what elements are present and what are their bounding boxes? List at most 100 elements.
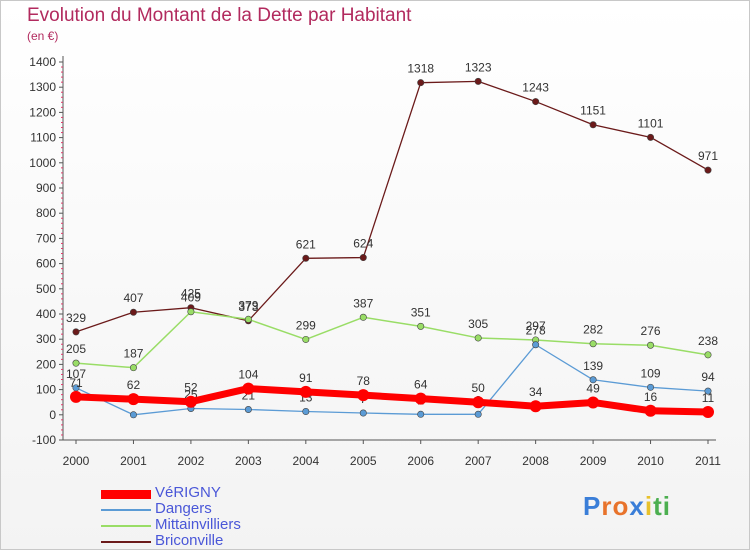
data-label: 52 xyxy=(184,381,198,395)
legend-swatch xyxy=(101,541,151,543)
data-point xyxy=(702,406,714,419)
legend-label: Dangers xyxy=(155,500,212,517)
x-tick-label: 2005 xyxy=(350,454,377,468)
data-point xyxy=(417,322,425,330)
data-label: 1243 xyxy=(522,81,549,95)
logo-letter: i xyxy=(662,491,671,521)
data-label: 1318 xyxy=(407,62,434,76)
x-tick-label: 2003 xyxy=(235,454,262,468)
x-tick-label: 2002 xyxy=(178,454,205,468)
chart-unit: (en €) xyxy=(27,29,59,43)
y-tick-label: 500 xyxy=(36,282,56,296)
data-point xyxy=(417,410,425,418)
data-point xyxy=(299,385,312,398)
data-point xyxy=(532,341,540,349)
data-point xyxy=(70,390,82,403)
y-tick-label: 600 xyxy=(36,257,56,271)
data-label: 329 xyxy=(66,311,86,325)
data-label: 299 xyxy=(296,318,316,332)
legend-swatch xyxy=(101,489,151,499)
data-label: 34 xyxy=(529,385,543,399)
data-label: 387 xyxy=(353,296,373,310)
logo-letter: P xyxy=(583,491,602,521)
data-point xyxy=(589,376,597,384)
data-point xyxy=(472,396,485,409)
data-label: 16 xyxy=(644,390,658,404)
data-label: 104 xyxy=(238,368,258,382)
data-point xyxy=(72,328,80,336)
y-tick-label: 800 xyxy=(36,206,56,220)
x-tick-label: 2004 xyxy=(292,454,319,468)
data-label: 379 xyxy=(238,298,258,312)
logo-letter: x xyxy=(629,491,645,521)
data-point xyxy=(359,409,367,417)
y-tick-label: 200 xyxy=(36,357,56,371)
data-label: 11 xyxy=(702,391,715,405)
data-point xyxy=(129,308,137,316)
data-point xyxy=(244,406,252,414)
logo-letter: r xyxy=(601,491,613,521)
data-label: 1101 xyxy=(638,116,664,130)
y-tick-label: 100 xyxy=(36,383,56,397)
data-point xyxy=(302,335,310,343)
y-tick-label: 400 xyxy=(36,307,56,321)
data-label: 64 xyxy=(414,378,428,392)
data-label: 351 xyxy=(411,305,431,319)
data-label: 94 xyxy=(701,370,715,384)
data-label: 425 xyxy=(181,287,201,301)
data-point xyxy=(72,359,80,367)
data-label: 407 xyxy=(123,291,143,305)
legend-swatch xyxy=(101,509,151,511)
data-point xyxy=(357,389,370,402)
y-tick-label: 1300 xyxy=(29,80,56,94)
data-label: 276 xyxy=(641,324,661,338)
data-point xyxy=(704,166,712,174)
data-label: 373 xyxy=(238,300,258,314)
data-label: 91 xyxy=(299,371,313,385)
x-tick-label: 2010 xyxy=(637,454,664,468)
data-point xyxy=(647,341,655,349)
series-line xyxy=(75,344,709,416)
data-point xyxy=(474,334,482,342)
data-label: 205 xyxy=(66,342,86,356)
data-point xyxy=(417,79,425,87)
data-label: 1323 xyxy=(465,60,492,74)
y-tick-label: 1400 xyxy=(29,55,56,69)
data-label: 621 xyxy=(296,237,316,251)
data-label: 278 xyxy=(526,324,546,338)
y-tick-label: -100 xyxy=(32,433,56,447)
logo-letter: i xyxy=(644,491,654,521)
data-point xyxy=(414,392,427,405)
x-tick-label: 2000 xyxy=(63,454,90,468)
x-tick-label: 2009 xyxy=(580,454,607,468)
data-point xyxy=(302,408,310,416)
data-point xyxy=(647,133,655,141)
data-point xyxy=(242,382,255,395)
data-label: 71 xyxy=(69,376,83,390)
data-label: 282 xyxy=(583,323,603,337)
x-tick-label: 2007 xyxy=(465,454,492,468)
data-label: 297 xyxy=(526,319,546,333)
data-point xyxy=(644,404,657,417)
y-tick-label: 900 xyxy=(36,181,56,195)
data-point xyxy=(704,387,712,395)
data-point xyxy=(474,77,482,85)
legend-swatch xyxy=(101,525,151,527)
data-label: 62 xyxy=(127,378,141,392)
data-label: 305 xyxy=(468,317,488,331)
data-point xyxy=(302,254,310,262)
data-point xyxy=(244,315,252,323)
proxiti-logo: Proxiti xyxy=(583,491,671,522)
legend-label: Mittainvilliers xyxy=(155,516,241,533)
data-point xyxy=(529,400,542,413)
data-label: 187 xyxy=(123,347,143,361)
data-label: 49 xyxy=(586,381,600,395)
y-tick-label: 0 xyxy=(49,408,56,422)
data-label: 971 xyxy=(698,149,718,163)
data-label: 107 xyxy=(66,367,86,381)
data-label: 109 xyxy=(641,366,661,380)
legend-label: VéRIGNY xyxy=(155,484,221,501)
x-tick-label: 2011 xyxy=(695,454,721,468)
series-line xyxy=(75,80,709,333)
data-point xyxy=(359,254,367,262)
